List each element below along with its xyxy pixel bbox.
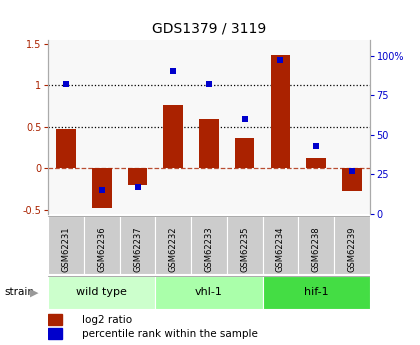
Text: strain: strain	[4, 287, 34, 297]
Title: GDS1379 / 3119: GDS1379 / 3119	[152, 22, 266, 36]
Bar	[92, 168, 112, 208]
Point	[63, 81, 70, 87]
Text: vhl-1: vhl-1	[195, 287, 223, 297]
Bar	[298, 216, 334, 274]
Bar	[84, 216, 120, 274]
Bar	[262, 276, 370, 309]
Text: log2 ratio: log2 ratio	[82, 315, 132, 325]
Text: ▶: ▶	[30, 287, 39, 297]
Text: GSM62235: GSM62235	[240, 226, 249, 272]
Text: GSM62237: GSM62237	[133, 226, 142, 272]
Bar	[128, 168, 147, 185]
Point	[98, 187, 105, 193]
Bar	[48, 314, 62, 325]
Bar	[235, 138, 255, 168]
Bar	[227, 216, 262, 274]
Text: GSM62231: GSM62231	[62, 226, 71, 272]
Text: percentile rank within the sample: percentile rank within the sample	[82, 329, 258, 339]
Bar	[306, 158, 326, 168]
Text: GSM62238: GSM62238	[312, 226, 320, 272]
Point	[277, 58, 284, 63]
Text: GSM62233: GSM62233	[205, 226, 213, 272]
Bar	[48, 328, 62, 339]
Bar	[155, 276, 262, 309]
Point	[170, 69, 177, 74]
Text: GSM62234: GSM62234	[276, 226, 285, 272]
Bar	[334, 216, 370, 274]
Point	[134, 184, 141, 190]
Text: GSM62236: GSM62236	[97, 226, 106, 272]
Text: wild type: wild type	[76, 287, 127, 297]
Point	[312, 143, 319, 149]
Bar	[270, 55, 290, 168]
Text: GSM62239: GSM62239	[347, 226, 356, 272]
Bar	[342, 168, 362, 191]
Bar	[191, 216, 227, 274]
Text: hif-1: hif-1	[304, 287, 328, 297]
Point	[206, 81, 212, 87]
Bar	[199, 119, 219, 168]
Bar	[48, 216, 84, 274]
Bar	[155, 216, 191, 274]
Bar	[48, 276, 155, 309]
Bar	[163, 105, 183, 168]
Bar	[56, 129, 76, 168]
Bar	[120, 216, 155, 274]
Bar	[262, 216, 298, 274]
Text: GSM62232: GSM62232	[169, 226, 178, 272]
Point	[241, 116, 248, 122]
Point	[349, 168, 355, 174]
